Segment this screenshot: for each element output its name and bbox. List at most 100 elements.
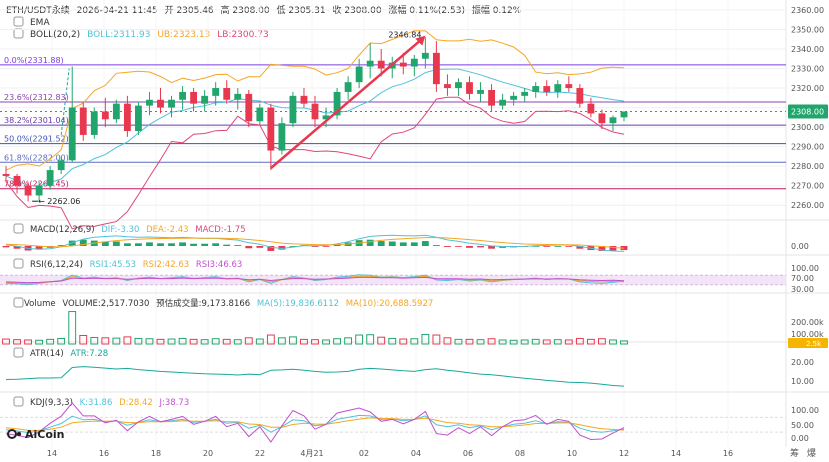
eye-icon[interactable] <box>13 347 24 358</box>
candle-body <box>46 170 54 186</box>
svg-text:RSI(6,12,24) RSI1:45.53: RSI(6,12,24) RSI1:45.53 RSI2:42.63 RSI3:… <box>30 260 242 270</box>
x-tick: 4月21 <box>300 449 323 458</box>
macd-bar <box>289 246 297 247</box>
candle-body <box>466 82 473 94</box>
x-tick: 14 <box>671 449 681 458</box>
corner-label[interactable]: 筹 <box>790 447 799 459</box>
macd-dea-line <box>5 236 625 249</box>
x-tick: 14 <box>47 449 57 458</box>
eye-icon[interactable] <box>13 258 24 269</box>
volume-bar <box>454 338 463 345</box>
candle-body <box>2 173 10 176</box>
current-price-text: 2308.00 <box>791 107 824 116</box>
volume-bar <box>255 338 264 345</box>
kdj-legend[interactable]: KDJ(9,3,3) K:31.86 D:28.42 J:38.73 <box>13 396 189 408</box>
svg-text:Volume VOLUME:2,517.7030: Volume VOLUME:2,517.7030 预估成交量:9,173.816… <box>24 298 433 309</box>
eye-icon[interactable] <box>13 297 24 308</box>
volume-label: Volume <box>24 299 56 309</box>
eye-icon[interactable] <box>13 16 24 27</box>
logo-dot-icon <box>16 431 22 437</box>
fib-label: 38.2%(2301.04) <box>4 116 69 125</box>
kdj-tick: 0.00 <box>791 434 809 443</box>
candle-body <box>168 99 175 108</box>
volume-bar <box>46 338 55 345</box>
price-tick: 2320.00 <box>791 84 824 93</box>
candles <box>2 37 628 202</box>
macd-bar <box>311 246 319 247</box>
volume-bar <box>575 337 584 345</box>
candle-body <box>278 123 286 151</box>
boll-ub: UB:2323.13 <box>157 30 210 40</box>
price-tick: 2280.00 <box>791 162 824 171</box>
kdj-tick: 100.00 <box>791 406 819 415</box>
x-tick: 16 <box>99 449 109 458</box>
volume-bar <box>68 311 77 345</box>
annotations: 2346.84 ← 2262.06 <box>0 31 786 206</box>
macd-tick: 0.00 <box>791 242 809 251</box>
volume-bar <box>476 339 485 345</box>
volume-bar <box>355 334 364 345</box>
candle-body <box>620 111 628 118</box>
candle-body <box>90 111 98 135</box>
volume-bar <box>134 337 143 345</box>
volume-bar <box>443 337 452 345</box>
rsi-band <box>0 275 786 285</box>
macd-label: MACD(12,26,9) <box>30 225 95 235</box>
logo-mark-icon <box>7 429 17 439</box>
rsi-legend[interactable]: RSI(6,12,24) RSI1:45.53 RSI2:42.63 RSI3:… <box>13 258 242 270</box>
price-tick: 2270.00 <box>791 182 824 191</box>
eye-icon[interactable] <box>13 223 24 234</box>
candle-body <box>223 88 231 100</box>
price-tick: 2350.00 <box>791 25 824 34</box>
corner-label[interactable]: 爆 <box>807 447 816 459</box>
volume-bar <box>520 339 529 345</box>
fib-levels: 0.0%(2331.88) 23.6%(2312.83) 38.2%(2301.04… <box>0 56 786 190</box>
volume-tick: 200.00k <box>791 318 824 327</box>
atr-value: ATR:7.28 <box>70 349 108 359</box>
macd-bar <box>190 243 198 246</box>
eye-icon[interactable] <box>13 28 24 39</box>
macd-value: MACD:-1.75 <box>195 225 245 235</box>
volume-bar <box>101 337 110 345</box>
datetime: 2026-04-21 11:45 <box>77 6 158 16</box>
rsi-tick: 100.00 <box>791 264 819 273</box>
boll-legend[interactable]: BOLL(20,2) BOLL:2311.93 UB:2323.13 LB:23… <box>13 28 269 40</box>
price-tick: 2340.00 <box>791 45 824 54</box>
macd-bar <box>79 239 87 246</box>
svg-text:MACD(12,26,9) DIF:-3.30: MACD(12,26,9) DIF:-3.30 DEA:-2.43 MACD:-… <box>30 225 246 235</box>
aicoin-logo: AiCoin <box>7 428 65 441</box>
macd-bar <box>322 246 330 247</box>
price-tick: 2290.00 <box>791 143 824 152</box>
macd-bar <box>278 246 286 250</box>
macd-bar <box>123 243 131 246</box>
eye-icon[interactable] <box>13 396 24 407</box>
volume-bar <box>509 339 518 345</box>
volume-bar <box>399 338 408 345</box>
volume-legend[interactable]: Volume VOLUME:2,517.7030 预估成交量:9,173.816… <box>13 297 433 309</box>
candle-body <box>587 103 595 114</box>
atr-legend[interactable]: ATR(14) ATR:7.28 <box>13 347 108 359</box>
x-tick: 16 <box>723 449 733 458</box>
ema-legend[interactable]: EMA <box>13 16 50 28</box>
candle-body <box>289 95 297 124</box>
kdj-j-line <box>5 402 625 443</box>
rsi-tick: 70.00 <box>791 274 814 283</box>
atr-tick: 10.00 <box>791 377 814 386</box>
grid <box>0 0 829 447</box>
candle-body <box>344 82 352 92</box>
macd-legend[interactable]: MACD(12,26,9) DIF:-3.30 DEA:-2.43 MACD:-… <box>13 223 246 235</box>
candle-body <box>565 84 573 89</box>
logo-text: AiCoin <box>25 428 65 441</box>
macd-bar <box>157 243 164 246</box>
volume-bar <box>167 338 176 345</box>
volume-panel <box>2 311 628 345</box>
macd-bar <box>488 246 495 249</box>
candle-body <box>510 95 518 100</box>
candle-body <box>576 88 584 104</box>
macd-bar <box>223 244 231 246</box>
volume-bar <box>498 339 507 345</box>
svg-text:BOLL(20,2) BOLL:2311.9: BOLL(20,2) BOLL:2311.93 UB:2323.13 LB:23… <box>30 30 269 40</box>
candle-body <box>444 84 451 89</box>
candle-body <box>190 91 198 104</box>
volume-bar <box>311 339 319 345</box>
